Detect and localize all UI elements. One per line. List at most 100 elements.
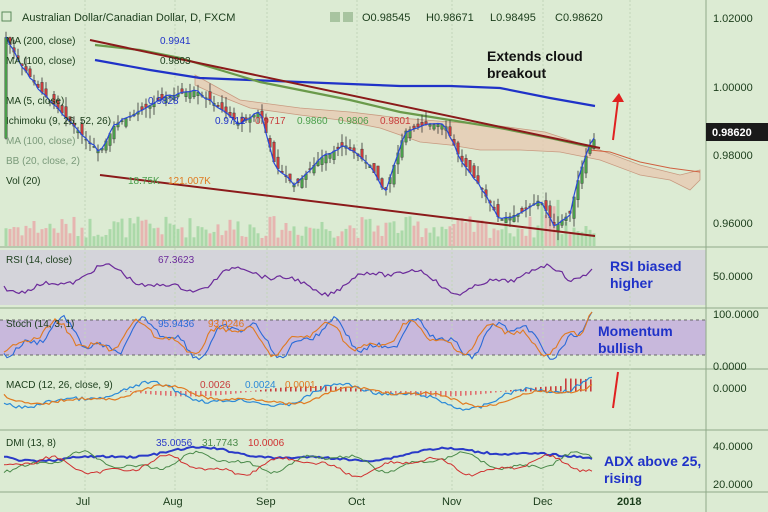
volume-bar [40,229,44,246]
candle-body [416,123,420,128]
volume-bar [316,228,320,246]
volume-bar [400,230,404,246]
candle-body [124,118,128,127]
volume-bar [216,224,220,246]
volume-bar [332,237,336,246]
volume-bar [588,229,592,246]
ichimoku-label[interactable]: Ichimoku (9, 26, 52, 26) [6,116,111,127]
dmi-pane[interactable] [0,433,706,490]
macd-hist-bar [170,391,172,396]
macd-hist-bar [550,386,552,392]
volume-bar [64,223,68,246]
volume-bar [280,229,284,246]
volume-bar [92,236,96,246]
trendline-upper [89,39,601,149]
volume-bar [272,216,276,246]
price-candles [4,31,596,241]
volume-bar [536,225,540,246]
volume-bar [528,216,532,246]
volume-bar [416,221,420,246]
macd-hist-bar [195,391,197,397]
macd-hist-bar [210,391,212,396]
annotation-momentum-1: Momentum [598,323,673,339]
macd-hist-bar [220,391,222,396]
bb-label[interactable]: BB (20, close, 2) [6,156,80,167]
ma100b-label[interactable]: MA (100, close) [6,136,75,147]
ma100-label[interactable]: MA (100, close) [6,56,75,67]
dmi-tick-20: 20.0000 [713,479,753,491]
macd-hist-bar [150,391,152,395]
macd-hist-bar [360,388,362,392]
eye-icon[interactable] [343,12,353,22]
x-label-nov: Nov [442,496,462,508]
x-label-oct: Oct [348,496,365,508]
volume-bar [220,235,224,246]
annotation-rsi-1: RSI biased [610,258,682,274]
candle-body [220,102,224,110]
ichimoku-v2: 0.9717 [255,116,286,127]
macd-histogram [120,378,592,397]
rsi-pane[interactable] [0,250,706,305]
annotation-cloud-2: breakout [487,65,546,81]
candle-body [168,95,172,98]
candle-body [500,219,504,221]
volume-bar [324,229,328,246]
dmi-label[interactable]: DMI (13, 8) [6,438,56,449]
annotation-momentum-2: bullish [598,340,643,356]
chart-title: Australian Dollar/Canadian Dollar, D, FX… [22,12,235,24]
volume-bar [396,232,400,246]
macd-hist-bar [330,386,332,392]
ohlc-close: C0.98620 [555,12,603,24]
volume-bar [520,228,524,246]
vol-v2: 121.007K [168,176,211,187]
candle-body [472,165,476,179]
macd-hist-bar [175,391,177,397]
volume-bar [56,232,60,246]
volume-bar [184,237,188,246]
candle-body [432,124,436,130]
volume-bar [424,228,428,246]
ohlc-high: H0.98671 [426,12,474,24]
macd-hist-bar [270,388,272,392]
adx-line [4,445,593,463]
price-tick-2: 1.00000 [713,82,753,94]
volume-bar [176,228,180,246]
x-label-aug: Aug [163,496,183,508]
macd-hist-bar [200,391,202,397]
macd-hist-bar [280,387,282,392]
current-price: 0.98620 [712,127,752,139]
stoch-d-line [3,311,593,358]
ma200-label[interactable]: MA (200, close) [6,36,75,47]
volume-bar [440,226,444,246]
ma5-label[interactable]: MA (5, close) [6,96,64,107]
macd-label[interactable]: MACD (12, 26, close, 9) [6,380,113,391]
volume-bar [160,234,164,246]
stoch-d-value: 93.0246 [208,319,245,330]
macd-hist-bar [265,389,267,392]
candle-body [208,91,212,101]
ma200-value: 0.9941 [160,36,191,47]
collapse-icon[interactable] [1,11,12,22]
macd-hist-bar [190,391,192,397]
volume-bar [96,234,100,246]
volume-bar [532,237,536,246]
rsi-tick: 50.0000 [713,271,753,283]
settings-icon[interactable] [330,12,340,22]
ichimoku-v3: 0.9860 [297,116,328,127]
arrow-up-price-head [612,93,624,102]
volume-bar [360,217,364,246]
stoch-label[interactable]: Stoch (14, 3, 1) [6,319,74,330]
vol-label[interactable]: Vol (20) [6,176,40,187]
macd-hist-bar [250,391,252,392]
volume-bar [140,220,144,246]
volume-bar [228,219,232,246]
candle-body [188,91,192,99]
volume-bar [276,237,280,246]
candle-body [436,124,440,127]
volume-bar [44,228,48,246]
volume-bar [20,235,24,246]
rsi-label[interactable]: RSI (14, close) [6,255,72,266]
macd-hist-bar [385,391,387,393]
macd-hist-bar [570,378,572,392]
